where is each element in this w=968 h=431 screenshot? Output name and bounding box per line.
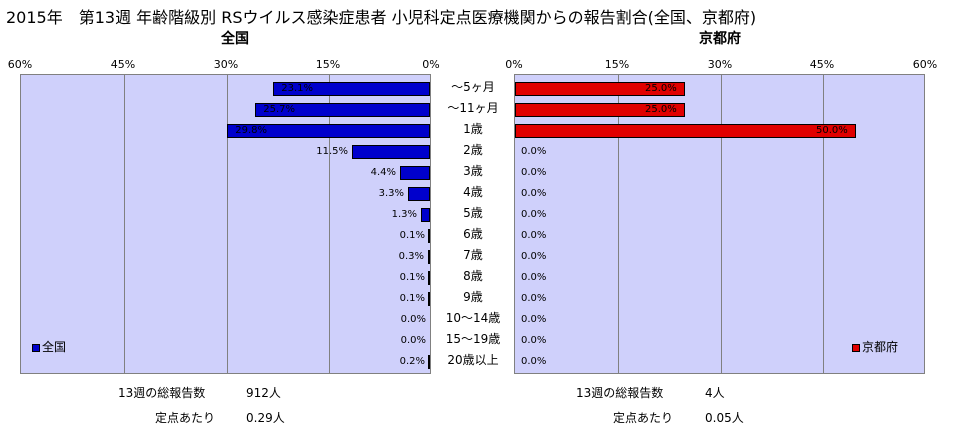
national-value-label: 3.3%	[378, 188, 404, 199]
national-value-label: 0.1%	[399, 293, 425, 304]
kyoto-value-label: 25.0%	[645, 83, 677, 94]
national-bar	[428, 292, 430, 306]
age-category-label: ～11ヶ月	[447, 101, 499, 115]
national-tick-label: 30%	[213, 58, 239, 71]
chart-title: 2015年 第13週 年齢階級別 RSウイルス感染症患者 小児科定点医療機関から…	[6, 8, 757, 27]
national-total-value: 912人	[246, 386, 281, 400]
national-bar	[428, 271, 430, 285]
national-legend-label: 全国	[42, 340, 67, 354]
age-category-label: 9歳	[463, 290, 483, 304]
national-panel-title: 全国	[221, 31, 249, 47]
kyoto-gridline	[721, 75, 722, 373]
national-bar	[428, 355, 430, 369]
national-gridline	[124, 75, 125, 373]
national-value-label: 11.5%	[316, 146, 348, 157]
national-bar	[352, 145, 430, 159]
national-bar	[227, 124, 430, 138]
kyoto-tick-label: 45%	[809, 58, 835, 71]
kyoto-tick-label: 30%	[707, 58, 733, 71]
national-legend: 全国	[32, 338, 66, 355]
national-per-label: 定点あたり	[155, 411, 216, 425]
age-category-label: 8歳	[463, 269, 483, 283]
national-value-label: 23.1%	[281, 83, 313, 94]
national-value-label: 0.0%	[400, 335, 426, 346]
age-category-label: 3歳	[463, 164, 483, 178]
kyoto-bar	[515, 124, 856, 138]
kyoto-total-value: 4人	[705, 386, 725, 400]
kyoto-value-label: 0.0%	[521, 293, 547, 304]
national-bar	[400, 166, 430, 180]
national-value-label: 0.1%	[399, 230, 425, 241]
kyoto-value-label: 0.0%	[521, 251, 547, 262]
age-category-label: 15～19歳	[445, 332, 501, 346]
kyoto-bar	[515, 103, 685, 117]
kyoto-legend: 京都府	[852, 338, 898, 355]
kyoto-per-value: 0.05人	[705, 411, 744, 425]
kyoto-value-label: 25.0%	[645, 104, 677, 115]
age-category-label: 10～14歳	[445, 311, 501, 325]
kyoto-gridline	[618, 75, 619, 373]
kyoto-value-label: 50.0%	[816, 125, 848, 136]
national-value-label: 29.8%	[235, 125, 267, 136]
kyoto-value-label: 0.0%	[521, 356, 547, 367]
national-bar	[421, 208, 430, 222]
national-value-label: 0.0%	[400, 314, 426, 325]
kyoto-tick-label: 15%	[604, 58, 630, 71]
national-value-label: 0.3%	[398, 251, 424, 262]
age-category-label: 6歳	[463, 227, 483, 241]
kyoto-value-label: 0.0%	[521, 230, 547, 241]
kyoto-value-label: 0.0%	[521, 146, 547, 157]
national-value-label: 4.4%	[370, 167, 396, 178]
national-gridline	[329, 75, 330, 373]
national-tick-label: 45%	[110, 58, 136, 71]
kyoto-bar	[515, 82, 685, 96]
kyoto-legend-label: 京都府	[862, 340, 899, 354]
kyoto-plot-area: 25.0% 25.0% 50.0% 0.0% 0.0% 0.0% 0.0% 0.0% 0.0% 0…	[514, 74, 925, 374]
national-gridline	[227, 75, 228, 373]
national-total-label: 13週の総報告数	[118, 386, 206, 400]
age-category-label: 5歳	[463, 206, 483, 220]
age-category-label: 20歳以上	[447, 353, 499, 367]
age-category-label: 7歳	[463, 248, 483, 262]
kyoto-value-label: 0.0%	[521, 314, 547, 325]
kyoto-tick-label: 0%	[505, 58, 523, 71]
kyoto-value-label: 0.0%	[521, 272, 547, 283]
national-tick-label: 60%	[7, 58, 33, 71]
national-bar	[428, 250, 430, 264]
kyoto-panel-title: 京都府	[699, 31, 741, 47]
national-value-label: 0.2%	[399, 356, 425, 367]
national-tick-label: 15%	[315, 58, 341, 71]
national-value-label: 25.7%	[263, 104, 295, 115]
age-category-label: 1歳	[463, 122, 483, 136]
national-bar	[255, 103, 430, 117]
national-plot-area: 23.1% 25.7% 29.8% 11.5% 4.4% 3.3% 1.3% 0.1% 0.3%…	[20, 74, 431, 374]
national-value-label: 0.1%	[399, 272, 425, 283]
kyoto-value-label: 0.0%	[521, 167, 547, 178]
kyoto-total-label: 13週の総報告数	[576, 386, 664, 400]
national-legend-swatch	[32, 343, 40, 352]
national-value-label: 1.3%	[391, 209, 417, 220]
kyoto-tick-label: 60%	[912, 58, 938, 71]
kyoto-gridline	[823, 75, 824, 373]
kyoto-value-label: 0.0%	[521, 209, 547, 220]
age-category-label: ～5ヶ月	[451, 80, 495, 94]
kyoto-per-label: 定点あたり	[613, 411, 674, 425]
national-tick-label: 0%	[422, 58, 440, 71]
kyoto-legend-swatch	[852, 343, 860, 352]
national-bar	[408, 187, 430, 201]
national-bar	[273, 82, 430, 96]
national-per-value: 0.29人	[246, 411, 285, 425]
national-bar	[428, 229, 430, 243]
kyoto-value-label: 0.0%	[521, 188, 547, 199]
age-category-label: 4歳	[463, 185, 483, 199]
kyoto-value-label: 0.0%	[521, 335, 547, 346]
age-category-label: 2歳	[463, 143, 483, 157]
